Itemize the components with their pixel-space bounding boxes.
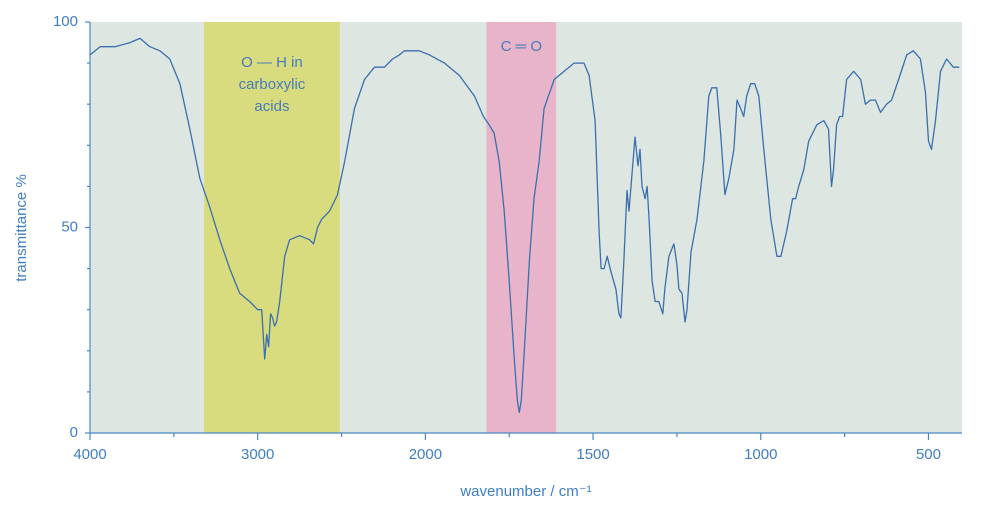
spectrum-line <box>89 37 960 414</box>
band-label: carboxylic <box>239 76 306 93</box>
x-tick-label: 1000 <box>744 446 777 463</box>
x-tick-label: 4000 <box>73 446 106 463</box>
x-tick-label: 1500 <box>576 446 609 463</box>
x-tick-label: 2000 <box>409 446 442 463</box>
band-label: acids <box>254 98 289 115</box>
x-axis-label: wavenumber / cm⁻¹ <box>459 483 591 500</box>
y-axis-label: transmittance % <box>13 174 30 282</box>
y-tick-label: 50 <box>61 218 78 235</box>
x-tick-label: 3000 <box>241 446 274 463</box>
x-tick-label: 500 <box>916 446 941 463</box>
band-label: O — H in <box>241 54 303 71</box>
y-tick-label: 0 <box>70 424 78 441</box>
band-label: C ═ O <box>501 38 542 55</box>
y-tick-label: 100 <box>53 13 78 30</box>
band <box>486 22 557 433</box>
